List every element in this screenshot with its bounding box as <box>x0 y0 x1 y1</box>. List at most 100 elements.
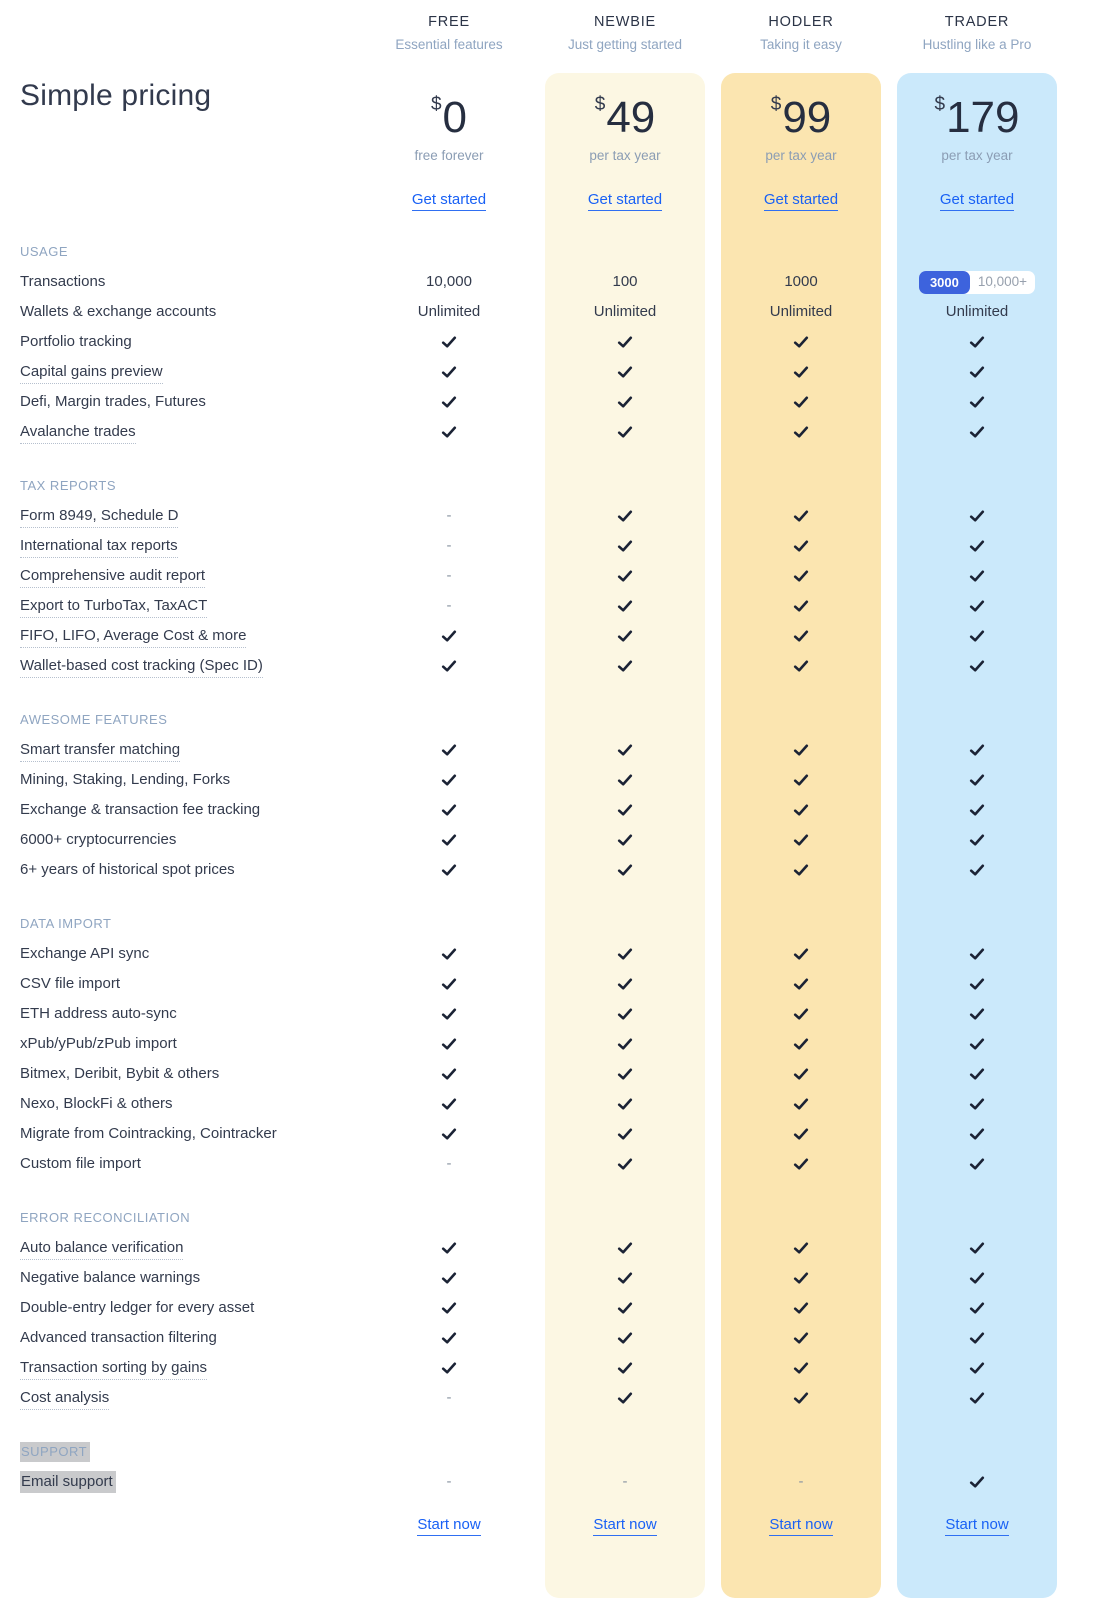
section-title: TAX REPORTS <box>20 478 117 493</box>
feature-label[interactable]: Export to TurboTax, TaxACT <box>20 597 361 618</box>
feature-label: Advanced transaction filtering <box>20 1329 217 1346</box>
feature-cell <box>889 1473 1065 1491</box>
feature-cell <box>537 1005 713 1023</box>
feature-cell <box>889 1125 1065 1143</box>
check-icon <box>969 1476 985 1488</box>
feature-cell <box>361 1269 537 1287</box>
plan-price: $99 <box>770 93 832 142</box>
feature-label: Negative balance warnings <box>20 1269 201 1286</box>
feature-label[interactable]: Comprehensive audit report <box>20 567 361 588</box>
feature-cell <box>889 537 1065 555</box>
feature-cell <box>537 597 713 615</box>
transactions-toggle-selected[interactable]: 3000 <box>918 270 970 294</box>
feature-cell <box>361 741 537 759</box>
feature-cell <box>537 627 713 645</box>
check-icon <box>793 1332 809 1344</box>
feature-cell <box>713 627 889 645</box>
check-icon <box>617 1362 633 1374</box>
plan-price: $179 <box>934 93 1020 142</box>
section-header-row: DATA IMPORT <box>20 909 1108 939</box>
feature-label: Wallets & exchange accounts <box>20 303 217 320</box>
check-icon <box>793 744 809 756</box>
feature-cell <box>713 1329 889 1347</box>
feature-cell <box>889 1065 1065 1083</box>
start-now-link-newbie[interactable]: Start now <box>593 1516 657 1536</box>
check-icon <box>793 978 809 990</box>
transactions-toggle-alt[interactable]: 10,000+ <box>977 274 1028 290</box>
transactions-toggle[interactable]: 3000 10,000+ <box>918 270 1036 294</box>
feature-label: 6+ years of historical spot prices <box>20 861 235 878</box>
feature-cell <box>361 333 537 351</box>
feature-label[interactable]: Form 8949, Schedule D <box>20 507 361 528</box>
feature-cell <box>537 567 713 585</box>
feature-cell <box>361 771 537 789</box>
feature-label: Email support <box>20 1471 361 1493</box>
feature-label[interactable]: Wallet-based cost tracking (Spec ID) <box>20 657 361 678</box>
currency-symbol: $ <box>594 94 606 115</box>
feature-cell <box>361 1239 537 1257</box>
feature-label[interactable]: International tax reports <box>20 537 361 558</box>
check-icon <box>441 978 457 990</box>
feature-label[interactable]: Transaction sorting by gains <box>20 1359 361 1380</box>
feature-cell: Unlimited <box>361 303 537 321</box>
feature-cell <box>713 831 889 849</box>
feature-section: TAX REPORTS Form 8949, Schedule D - Interna… <box>20 471 1108 681</box>
check-icon <box>793 834 809 846</box>
feature-cell: - <box>361 1155 537 1173</box>
price-cell-newbie: $49 per tax year <box>537 73 713 163</box>
check-icon <box>441 366 457 378</box>
check-icon <box>969 600 985 612</box>
check-icon <box>617 774 633 786</box>
section-title: AWESOME FEATURES <box>20 712 168 727</box>
check-icon <box>793 1098 809 1110</box>
check-icon <box>441 630 457 642</box>
feature-cell <box>713 1239 889 1257</box>
feature-cell <box>537 801 713 819</box>
check-icon <box>793 804 809 816</box>
feature-cell <box>537 1125 713 1143</box>
check-icon <box>617 660 633 672</box>
feature-cell <box>537 1269 713 1287</box>
price-cell-trader: $179 per tax year <box>889 73 1065 163</box>
check-icon <box>441 1038 457 1050</box>
feature-label: Defi, Margin trades, Futures <box>20 393 206 410</box>
check-icon <box>441 834 457 846</box>
feature-cell <box>537 333 713 351</box>
price-period: free forever <box>414 148 484 163</box>
feature-cell: - <box>361 597 537 615</box>
start-now-link-trader[interactable]: Start now <box>945 1516 1009 1536</box>
feature-cell <box>537 1389 713 1407</box>
feature-cell <box>361 831 537 849</box>
check-icon <box>793 570 809 582</box>
feature-cell: - <box>537 1473 713 1491</box>
check-icon <box>617 804 633 816</box>
plan-card-hodler <box>721 73 881 1598</box>
feature-row: Transactions 10,000 100 1000 3000 10,000+ <box>20 267 1108 297</box>
feature-label[interactable]: Cost analysis <box>20 1389 361 1410</box>
check-icon <box>617 1158 633 1170</box>
get-started-link-hodler[interactable]: Get started <box>763 191 839 211</box>
feature-cell <box>361 1329 537 1347</box>
feature-cell <box>889 1239 1065 1257</box>
feature-label[interactable]: Capital gains preview <box>20 363 361 384</box>
feature-label[interactable]: FIFO, LIFO, Average Cost & more <box>20 627 361 648</box>
feature-label[interactable]: Auto balance verification <box>20 1239 361 1260</box>
get-started-link-newbie[interactable]: Get started <box>587 191 663 211</box>
feature-label[interactable]: Avalanche trades <box>20 423 361 444</box>
check-icon <box>969 1242 985 1254</box>
check-icon <box>969 864 985 876</box>
check-icon <box>617 336 633 348</box>
feature-cell <box>889 1269 1065 1287</box>
get-started-link-free[interactable]: Get started <box>411 191 487 211</box>
feature-cell <box>537 1359 713 1377</box>
get-started-link-trader[interactable]: Get started <box>939 191 1015 211</box>
feature-label[interactable]: Smart transfer matching <box>20 741 361 762</box>
feature-cell <box>361 1095 537 1113</box>
check-icon <box>793 1272 809 1284</box>
start-now-link-free[interactable]: Start now <box>417 1516 481 1536</box>
start-now-link-hodler[interactable]: Start now <box>769 1516 833 1536</box>
feature-cell <box>713 741 889 759</box>
feature-cell <box>889 1299 1065 1317</box>
price-period: per tax year <box>941 148 1013 163</box>
check-icon <box>969 1332 985 1344</box>
